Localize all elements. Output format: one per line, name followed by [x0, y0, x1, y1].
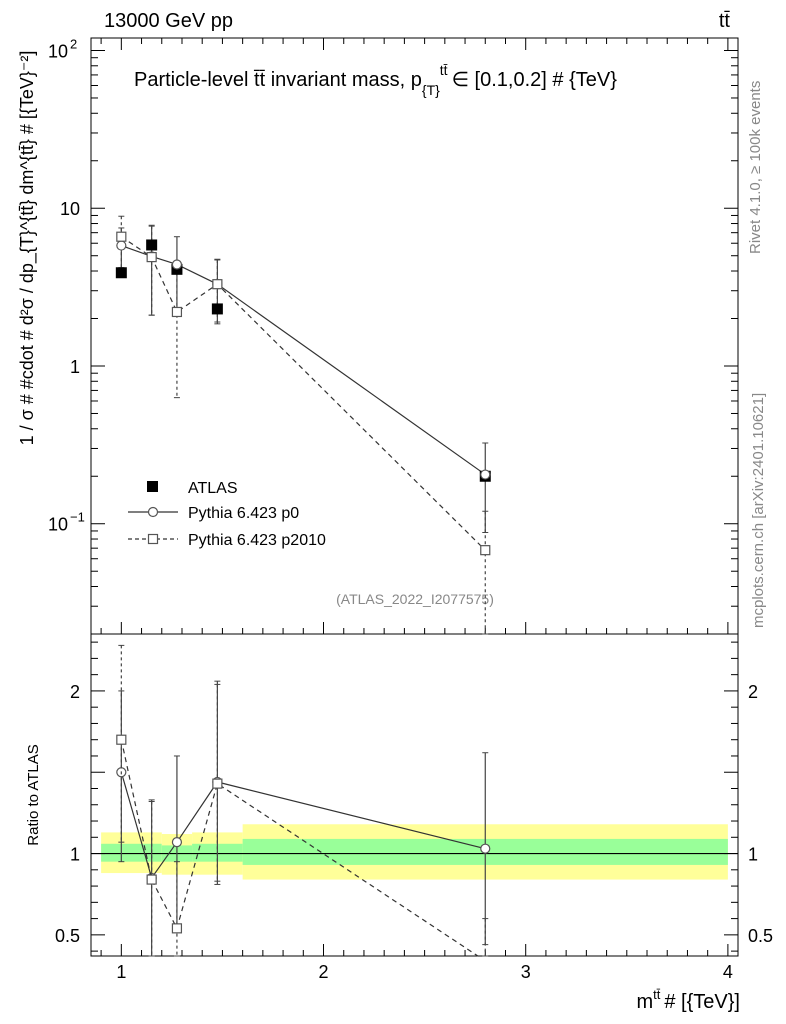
chart-title-sup: tt̄: [440, 62, 448, 78]
ratio-band-stat-0: [101, 843, 162, 862]
ratio-point-p2010-0: [116, 734, 127, 745]
main-y-tick-label-2: 10: [60, 199, 80, 219]
side-label-rivet: Rivet 4.1.0, ≥ 100k events: [747, 81, 764, 254]
main-y-tick-label-1: 1: [70, 357, 80, 377]
main-point-p0-0: [116, 240, 127, 251]
ratio-y-tick-label-right-2: 2: [748, 682, 758, 702]
x-axis-label: mtt̄ # [{TeV}]: [636, 987, 740, 1013]
legend: ATLAS Pythia 6.423 p0 Pythia 6.423 p2010: [128, 480, 326, 549]
ratio-y-axis-label: Ratio to ATLAS: [25, 744, 42, 845]
ratio-y-tick-label-right-0: 0.5: [748, 926, 773, 946]
ratio-point-p2010-2: [171, 923, 183, 934]
main-y-axis-label: 1 / σ # #cdot # d²σ / dp_{T}^{tt̄} dm^{t…: [17, 51, 38, 446]
watermark: (ATLAS_2022_I2077575): [336, 591, 494, 607]
ratio-y-tick-label-1: 1: [70, 845, 80, 865]
legend-marker-p0: [147, 506, 159, 518]
main-point-atlas-3: [211, 303, 223, 315]
ratio-y-tick-label-0: 0.5: [55, 926, 80, 946]
legend-label-p0: Pythia 6.423 p0: [188, 505, 299, 522]
main-point-p2010-1: [146, 252, 157, 263]
main-y-tick-label-sup-0: −1: [70, 510, 85, 525]
ratio-point-p0-2: [171, 837, 183, 848]
legend-label-atlas: ATLAS: [188, 480, 238, 497]
x-axis-label-tail: # [{TeV}]: [664, 991, 740, 1013]
legend-marker-atlas: [147, 481, 158, 492]
main-point-p0-2: [171, 259, 183, 270]
ratio-point-p2010-3: [212, 778, 223, 789]
main-y-tick-label-0: 10: [48, 515, 68, 535]
chart-title-tail: ∈ [0.1,0.2] # {TeV}: [452, 69, 618, 91]
x-tick-label-1: 2: [319, 962, 329, 982]
main-point-p2010-2: [171, 306, 183, 318]
x-axis-label-main: m: [636, 991, 653, 1013]
main-point-p2010-3: [212, 279, 223, 290]
main-point-atlas-0: [115, 267, 127, 279]
main-point-p2010-4: [480, 545, 491, 556]
ratio-y-tick-label-2: 2: [70, 682, 80, 702]
x-tick-label-3: 4: [723, 962, 733, 982]
main-y-tick-label-sup-3: 2: [70, 36, 77, 51]
main-point-p0-4: [480, 469, 491, 480]
main-point-atlas-1: [146, 239, 158, 251]
x-tick-label-0: 1: [116, 962, 126, 982]
side-label-mcplots: mcplots.cern.ch [arXiv:2401.10621]: [750, 393, 767, 628]
main-line-p0: [121, 244, 486, 476]
main-y-tick-label-3: 10: [48, 41, 68, 61]
chart-title-main: Particle-level t̄t̄ invariant mass, p: [134, 69, 422, 91]
ratio-panel-frame: [90, 633, 739, 957]
header-left: 13000 GeV pp: [104, 10, 233, 32]
legend-marker-p2010: [147, 533, 159, 545]
ratio-point-p2010-1: [146, 874, 157, 885]
main-point-p2010-0: [116, 231, 127, 242]
x-tick-label-2: 3: [521, 962, 531, 982]
ratio-point-p0-4: [480, 843, 491, 854]
legend-label-p2010: Pythia 6.423 p2010: [188, 532, 326, 549]
header-right: tt̄: [719, 10, 731, 32]
chart-title-sub: {T}: [422, 82, 440, 98]
chart-title: Particle-level t̄t̄ invariant mass, p{T}…: [134, 62, 617, 98]
x-axis-label-sup: tt̄: [653, 987, 661, 1002]
ratio-y-tick-label-right-1: 1: [748, 845, 758, 865]
main-line-p2010: [120, 236, 486, 551]
